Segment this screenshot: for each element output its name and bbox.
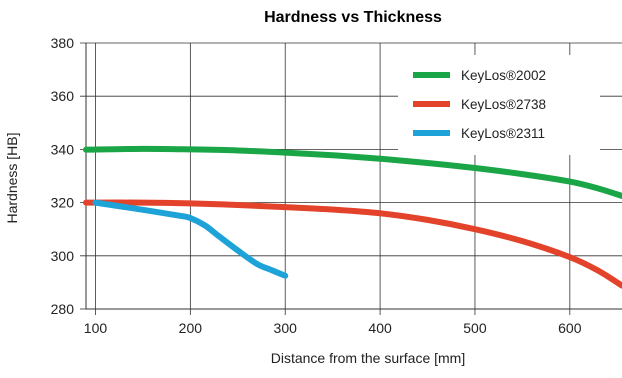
legend-label-3: KeyLos®2311 [461,126,545,141]
x-tick-label: 500 [463,320,487,336]
legend: KeyLos®2002 KeyLos®2738 KeyLos®2311 [398,55,600,155]
x-tick-label: 300 [274,320,298,336]
tick-labels: 280 300 320 340 360 380 100 200 300 400 500 600 [51,35,582,336]
series-line-3 [92,199,289,279]
y-tick-label: 300 [51,248,75,264]
x-tick-label: 100 [84,320,108,336]
series-line-2 [83,199,622,289]
x-tick-label: 600 [558,320,582,336]
y-tick-label: 360 [51,88,75,104]
series-layer [83,145,622,289]
chart-title: Hardness vs Thickness [264,9,442,26]
series-line-1 [83,145,622,199]
legend-label-1: KeyLos®2002 [461,68,546,83]
x-tick-label: 200 [179,320,203,336]
y-tick-label: 280 [51,301,75,317]
legend-label-2: KeyLos®2738 [461,97,546,112]
y-tick-label: 320 [51,195,75,211]
x-axis-label: Distance from the surface [mm] [271,350,466,366]
y-tick-label: 340 [51,141,75,157]
x-tick-label: 400 [368,320,392,336]
y-tick-label: 380 [51,35,75,51]
y-axis-label: Hardness [HB] [4,132,20,223]
